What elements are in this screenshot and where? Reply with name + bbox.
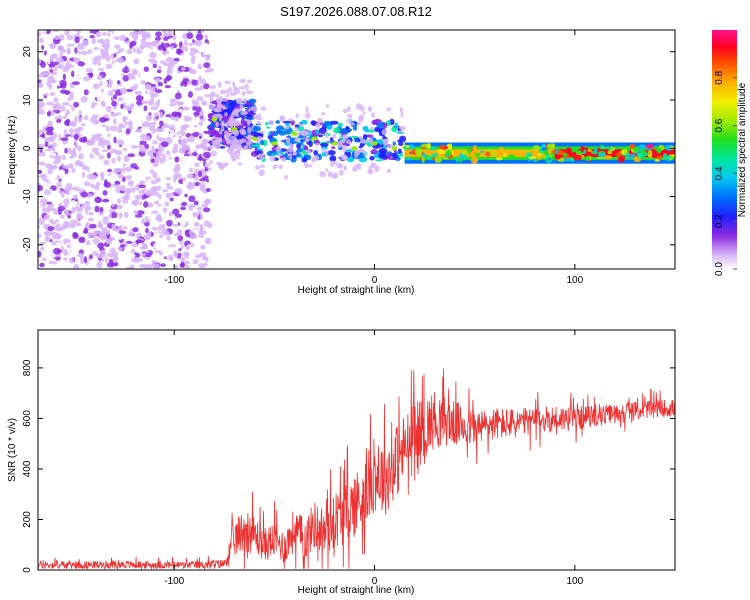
snr-series-line <box>38 368 675 570</box>
ridge-point <box>231 127 238 131</box>
ridge-point <box>351 146 358 151</box>
ridge-point <box>331 141 338 146</box>
snr-y-tick-label: 0 <box>22 567 33 573</box>
colorbar-label: Normalized spectral amplitude <box>737 82 748 217</box>
colorbar-tick-label: 0.8 <box>714 70 725 84</box>
heatmap-region-onset <box>207 78 258 170</box>
snr-panel: -100 0 100 0 200 400 600 800 Height of straight… <box>7 329 676 596</box>
ridge-point <box>311 136 318 141</box>
ridge-point <box>371 141 378 146</box>
snr-y-tick-label: 800 <box>22 359 33 376</box>
colorbar-tick-label: 0.0 <box>714 262 725 276</box>
ridge-track <box>211 117 398 151</box>
ridge-point <box>251 136 258 141</box>
figure-title: S197.2026.088.07.08.R12 <box>280 4 432 19</box>
snr-axes: -100 0 100 0 200 400 600 800 <box>22 330 675 587</box>
colorbar-tick-label: 0.6 <box>714 118 725 132</box>
spectrogram-y-tick-label: 10 <box>22 94 33 106</box>
colorbar-tick-label: 0.4 <box>714 166 725 180</box>
spectrogram-y-tick-label: 0 <box>22 145 33 151</box>
heatmap-region-wobble <box>250 103 407 180</box>
spectrogram-x-label: Height of straight line (km) <box>298 285 415 296</box>
snr-y-label: SNR (10 * v/v) <box>7 418 18 482</box>
spectrogram-x-tick-label: 0 <box>372 275 378 286</box>
ridge-point <box>271 141 278 146</box>
ridge-point <box>291 131 298 136</box>
snr-x-tick-label: -100 <box>164 576 184 587</box>
heatmap-region-stable-line <box>401 142 556 164</box>
ridge-point <box>211 117 218 122</box>
spectrogram-y-tick-label: 20 <box>22 46 33 58</box>
snr-x-label: Height of straight line (km) <box>298 585 415 596</box>
spectrogram-x-tick-label: -100 <box>164 275 184 286</box>
heatmap-region-stable-line-strong <box>551 142 675 164</box>
spectrogram-image <box>38 30 675 269</box>
snr-y-tick-label: 200 <box>22 511 33 528</box>
snr-y-tick-label: 600 <box>22 410 33 427</box>
colorbar-gradient <box>712 30 737 269</box>
heatmap-region-noise <box>38 30 214 269</box>
snr-plot-area <box>38 368 675 570</box>
spectrogram-y-label: Frequency (Hz) <box>7 116 18 185</box>
colorbar-tick-label: 0.2 <box>714 214 725 228</box>
spectrogram-frame <box>37 29 676 270</box>
snr-frame <box>37 329 676 571</box>
spectrogram-y-tick-label: -10 <box>22 189 33 204</box>
snr-y-tick-label: 400 <box>22 460 33 477</box>
colorbar-ticks: 0.0 0.2 0.4 0.6 0.8 <box>714 70 737 276</box>
spectrogram-x-tick-label: 100 <box>566 275 583 286</box>
snr-x-tick-label: 100 <box>566 576 583 587</box>
spectrogram-y-tick-label: -20 <box>22 237 33 252</box>
colorbar: 0.0 0.2 0.4 0.6 0.8 Normalized spectral ampl… <box>712 30 748 276</box>
ridge-point <box>391 146 398 151</box>
snr-x-tick-label: 0 <box>372 576 378 587</box>
